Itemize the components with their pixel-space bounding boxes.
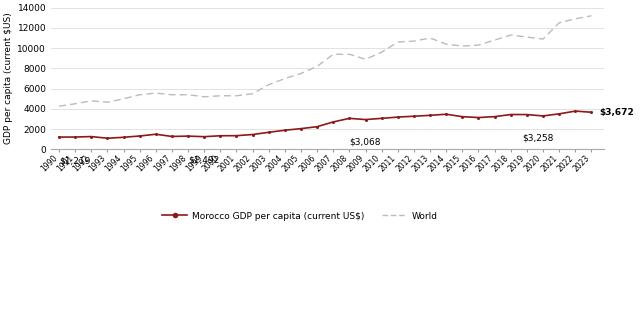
Morocco GDP per capita (current US$) [572,109,579,113]
Text: $3,068: $3,068 [349,138,381,147]
Morocco GDP per capita (current US$) [588,110,595,114]
Morocco GDP per capita (current US$) [475,116,483,120]
World [572,17,579,21]
World [378,50,385,54]
Morocco GDP per capita (current US$) [297,127,305,130]
Morocco GDP per capita (current US$) [410,114,418,118]
Morocco GDP per capita (current US$) [539,114,547,118]
Line: World: World [59,16,591,106]
World [71,102,79,106]
World [184,93,192,97]
Y-axis label: GDP per capita (current $US): GDP per capita (current $US) [4,13,13,144]
World [426,36,434,40]
World [120,97,127,101]
World [232,94,240,98]
World [330,52,337,56]
Morocco GDP per capita (current US$) [458,115,466,119]
World [265,83,273,86]
World [507,33,515,37]
World [491,38,499,42]
Morocco GDP per capita (current US$) [55,135,63,139]
World [104,100,111,104]
World [136,93,143,97]
Morocco GDP per capita (current US$) [152,132,159,136]
Text: $1,492: $1,492 [188,156,220,164]
World [588,14,595,18]
Morocco GDP per capita (current US$) [378,116,385,120]
Morocco GDP per capita (current US$) [362,118,369,121]
Morocco GDP per capita (current US$) [136,134,143,138]
World [410,39,418,43]
World [523,35,531,39]
Morocco GDP per capita (current US$) [232,134,240,138]
World [249,92,257,96]
World [281,77,289,80]
World [394,40,402,44]
World [362,58,369,61]
World [442,42,450,46]
World [556,21,563,25]
Morocco GDP per capita (current US$) [71,135,79,139]
World [314,65,321,68]
Morocco GDP per capita (current US$) [265,130,273,134]
Morocco GDP per capita (current US$) [249,133,257,136]
World [539,37,547,41]
Line: Morocco GDP per capita (current US$): Morocco GDP per capita (current US$) [58,110,593,140]
World [88,99,95,103]
World [55,104,63,108]
Morocco GDP per capita (current US$) [507,113,515,116]
Morocco GDP per capita (current US$) [523,113,531,116]
Morocco GDP per capita (current US$) [281,128,289,132]
Morocco GDP per capita (current US$) [442,112,450,116]
Text: $3,258: $3,258 [522,133,554,142]
Morocco GDP per capita (current US$) [120,135,127,139]
Text: $3,672: $3,672 [600,108,634,117]
Morocco GDP per capita (current US$) [168,135,176,138]
Morocco GDP per capita (current US$) [184,134,192,138]
Text: $1,219: $1,219 [59,156,90,166]
Morocco GDP per capita (current US$) [216,134,224,138]
Morocco GDP per capita (current US$) [556,112,563,116]
Morocco GDP per capita (current US$) [491,115,499,119]
World [168,93,176,97]
World [200,95,208,99]
World [297,72,305,75]
World [475,43,483,47]
World [216,94,224,98]
Morocco GDP per capita (current US$) [200,135,208,139]
Morocco GDP per capita (current US$) [330,120,337,124]
World [346,52,353,56]
Morocco GDP per capita (current US$) [394,115,402,119]
World [458,44,466,48]
Morocco GDP per capita (current US$) [346,116,353,120]
Morocco GDP per capita (current US$) [314,125,321,128]
Morocco GDP per capita (current US$) [104,136,111,140]
World [152,91,159,95]
Morocco GDP per capita (current US$) [88,135,95,138]
Morocco GDP per capita (current US$) [426,114,434,117]
Legend: Morocco GDP per capita (current US$), World: Morocco GDP per capita (current US$), Wo… [158,208,442,224]
